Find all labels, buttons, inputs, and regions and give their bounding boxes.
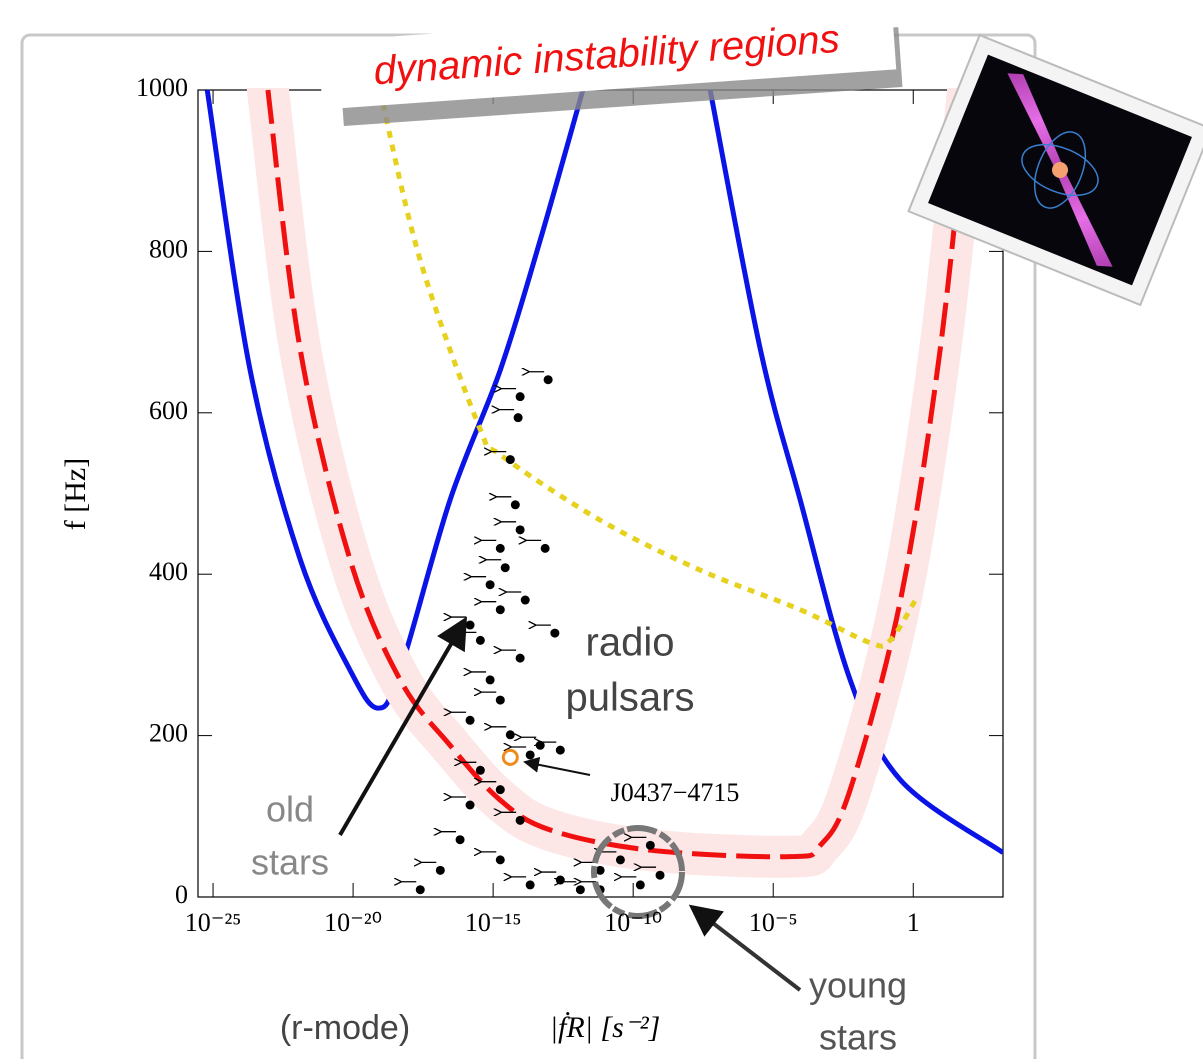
pulsar-point <box>415 885 425 895</box>
annotation: radio <box>586 621 675 665</box>
j0437-arrow <box>523 756 591 776</box>
pulsar-point <box>525 750 535 760</box>
pulsar-point <box>555 745 565 755</box>
pulsar-point <box>595 865 605 875</box>
annotation: stars <box>251 842 329 883</box>
y-tick-label: 0 <box>175 880 188 909</box>
pulsar-point <box>475 765 485 775</box>
plot-area <box>198 88 1003 898</box>
x-tick-label: 10⁻²⁰ <box>324 908 382 937</box>
pulsar-point <box>495 785 505 795</box>
highlight-point <box>501 748 519 766</box>
pulsar-point <box>465 715 475 725</box>
x-tick-label: 10⁻²⁵ <box>185 908 242 937</box>
pulsar-point <box>515 392 525 402</box>
pulsar-image <box>907 33 1203 307</box>
pulsar-point <box>495 695 505 705</box>
y-tick-label: 600 <box>149 396 188 425</box>
y-tick-label: 400 <box>149 557 188 586</box>
pulsar-point <box>475 635 485 645</box>
pulsar-point <box>515 815 525 825</box>
title-banner: dynamic instability regions <box>317 1 903 127</box>
pulsar-point <box>550 628 560 638</box>
pulsar-point <box>505 730 515 740</box>
pulsar-point <box>435 865 445 875</box>
y-axis-label: f [Hz] <box>59 458 92 530</box>
x-tick-label: 1 <box>907 908 920 937</box>
pulsar-point <box>485 580 495 590</box>
pulsar-point <box>525 880 535 890</box>
old-stars-arrow <box>338 616 468 837</box>
annotation: pulsars <box>566 676 695 720</box>
pulsar-point <box>645 840 655 850</box>
y-tick-label: 1000 <box>136 73 188 102</box>
slide-frame <box>20 33 1037 1064</box>
pulsar-point <box>500 563 510 573</box>
pulsar-point <box>510 500 520 510</box>
pulsar-point <box>515 653 525 663</box>
pulsar-point <box>555 875 565 885</box>
x-tick-label: 10⁻⁵ <box>749 908 798 937</box>
pulsar-point <box>515 525 525 535</box>
young-stars-arrow <box>688 904 802 992</box>
pulsar-point <box>495 543 505 553</box>
pulsar-point <box>465 800 475 810</box>
x-axis-label: |ḟR| [s⁻²] <box>550 1011 661 1044</box>
pulsar-point <box>495 605 505 615</box>
y-tick-label: 800 <box>149 234 188 263</box>
curve-solid <box>204 89 1003 855</box>
pulsar-point <box>520 595 530 605</box>
pulsar-point <box>635 880 645 890</box>
pulsar-point <box>485 675 495 685</box>
x-tick-label: 10⁻¹⁰ <box>604 908 662 937</box>
pulsar-point <box>505 455 515 465</box>
pulsar-point <box>455 835 465 845</box>
annotation: old <box>266 789 314 830</box>
x-tick-label: 10⁻¹⁵ <box>465 908 522 937</box>
pulsar-point <box>543 375 553 385</box>
curve-dotted <box>377 89 918 649</box>
pulsar-point <box>495 855 505 865</box>
young-stars-circle <box>591 825 685 919</box>
pulsar-point <box>655 870 665 880</box>
point-label: J0437−4715 <box>611 778 740 807</box>
pulsar-point <box>615 855 625 865</box>
annotation: young <box>809 965 907 1006</box>
y-tick-label: 200 <box>149 719 188 748</box>
curve-dashed <box>265 89 971 860</box>
pulsar-point <box>513 413 523 423</box>
annotation: (r-mode) <box>280 1009 410 1047</box>
pulsar-point <box>575 885 585 895</box>
annotation: stars <box>819 1017 897 1058</box>
pulsar-point <box>465 620 475 630</box>
pulsar-point <box>540 543 550 553</box>
